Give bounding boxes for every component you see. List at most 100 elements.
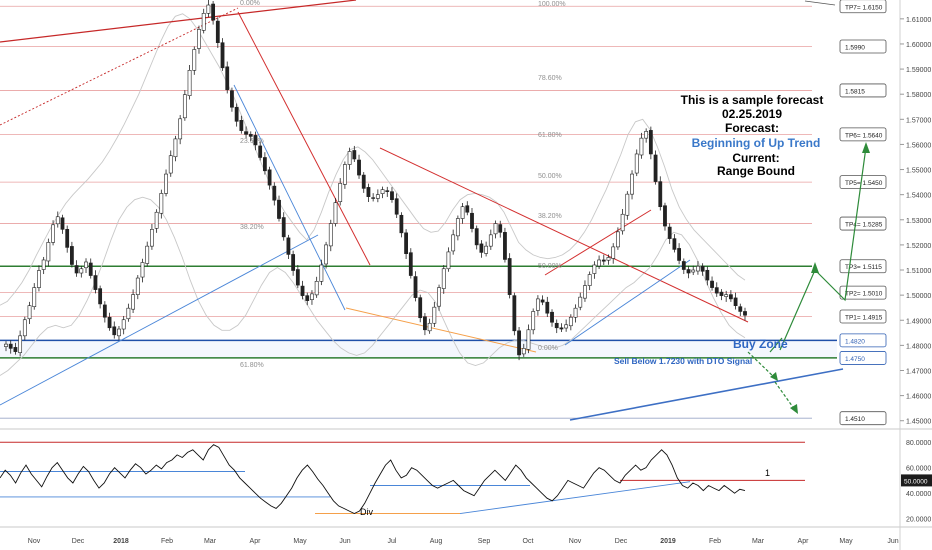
candle-body [418, 297, 423, 319]
candle-body [663, 205, 667, 227]
level-label-box [839, 0, 887, 14]
candle-body [606, 257, 611, 261]
time-tick-label: Nov [569, 538, 582, 545]
candle-body [601, 259, 606, 262]
level-label: TP5= 1.5450 [845, 180, 883, 187]
price-tick-label: 1.49000 [906, 318, 931, 325]
forecast-value: Beginning of Up Trend [692, 136, 821, 150]
buy-zone-label-box [839, 351, 887, 365]
candle-body [672, 238, 677, 250]
candle-body [74, 265, 79, 274]
candle-body [540, 299, 545, 303]
rising-line [544, 209, 652, 276]
uptrend-line-1 [0, 234, 319, 406]
candle-body [220, 42, 225, 69]
fib-label: 0.00% [240, 0, 260, 7]
candle-body [300, 285, 305, 296]
candle-body [357, 159, 361, 176]
candle-body [427, 322, 432, 332]
candle-body [390, 191, 394, 200]
candle-body [117, 328, 121, 337]
forecast-arrow-start [769, 337, 783, 353]
candle-body [625, 193, 630, 216]
forecast-arrow-down-1-head [770, 372, 778, 381]
osc-tick-label: 20.0000 [906, 517, 931, 524]
candle-body [550, 311, 554, 323]
forecast-arrow-down-2 [774, 381, 796, 411]
candle-body [187, 70, 192, 96]
candle-body [441, 268, 446, 289]
candle-body [564, 324, 569, 329]
candle-body [371, 197, 376, 199]
level-label: TP6= 1.5640 [845, 132, 883, 139]
candle-body [27, 305, 32, 320]
price-tick-label: 1.58000 [906, 92, 931, 99]
candle-body [230, 90, 234, 108]
fib-label: 38.20% [240, 224, 264, 231]
candle-body [206, 4, 211, 14]
candle-body [517, 330, 521, 356]
fib-label: 61.80% [538, 132, 562, 139]
candle-body [201, 13, 206, 31]
time-tick-label: Jun [887, 538, 898, 545]
time-tick-label: Dec [72, 538, 85, 545]
envelope-lower-line [0, 196, 746, 376]
candle-body [597, 259, 601, 267]
candle-body [380, 189, 385, 194]
candle-body [248, 134, 253, 137]
time-tick-label: Feb [709, 538, 721, 545]
price-tick-label: 1.45000 [906, 419, 931, 426]
candle-body [182, 94, 187, 119]
candle-body [225, 66, 230, 90]
candle-body [714, 287, 719, 294]
level-label: TP1= 1.4915 [845, 314, 883, 321]
time-tick-label: Aug [430, 538, 443, 545]
osc-current-box [901, 474, 932, 487]
price-tick-label: 1.47000 [906, 368, 931, 375]
candle-body [277, 199, 281, 219]
price-tick-label: 1.54000 [906, 193, 931, 200]
candle-body [8, 343, 13, 349]
fib-label: 0.00% [538, 345, 558, 352]
candle-body [728, 294, 733, 300]
candle-body [404, 232, 408, 254]
candle-body [197, 29, 201, 49]
candle-body [272, 185, 277, 201]
level-label: TP3= 1.5115 [845, 264, 882, 271]
candle-body [98, 288, 103, 305]
candle-body [319, 264, 324, 282]
osc-tick-label: 60.0000 [906, 466, 931, 473]
forecast-arrow-up-head [862, 142, 870, 153]
candle-body [573, 307, 578, 318]
fib-label: 23.60% [240, 138, 264, 145]
candle-body [32, 287, 37, 307]
time-tick-label: Apr [798, 538, 810, 545]
candle-body [121, 319, 126, 330]
oscillator-line [0, 444, 746, 514]
candle-body [700, 265, 705, 272]
candle-body [512, 295, 517, 332]
level-label: 1.5815 [845, 88, 865, 95]
level-label: TP4= 1.5285 [845, 222, 883, 229]
level-label-box [839, 309, 887, 324]
candle-body [667, 226, 672, 239]
candle-body [531, 311, 536, 331]
fib-label: 38.20% [538, 213, 562, 220]
div-label: Div [360, 507, 373, 517]
osc-blue-trend [459, 481, 691, 514]
candle-body [587, 274, 592, 286]
envelope-upper-line [0, 13, 746, 306]
candle-body [41, 259, 46, 270]
buy-zone-label-box [839, 333, 887, 348]
candle-body [37, 270, 41, 288]
forecast-arrow-down-2-head [790, 404, 798, 414]
candle-body [568, 316, 573, 327]
time-tick-label: Nov [28, 538, 41, 545]
time-tick-label: Feb [161, 538, 173, 545]
candle-body [455, 218, 460, 237]
candle-body [173, 138, 178, 158]
price-tick-label: 1.57000 [906, 117, 931, 124]
forecast-title: This is a sample forecast [681, 93, 824, 107]
level-label: 1.5990 [845, 44, 865, 51]
